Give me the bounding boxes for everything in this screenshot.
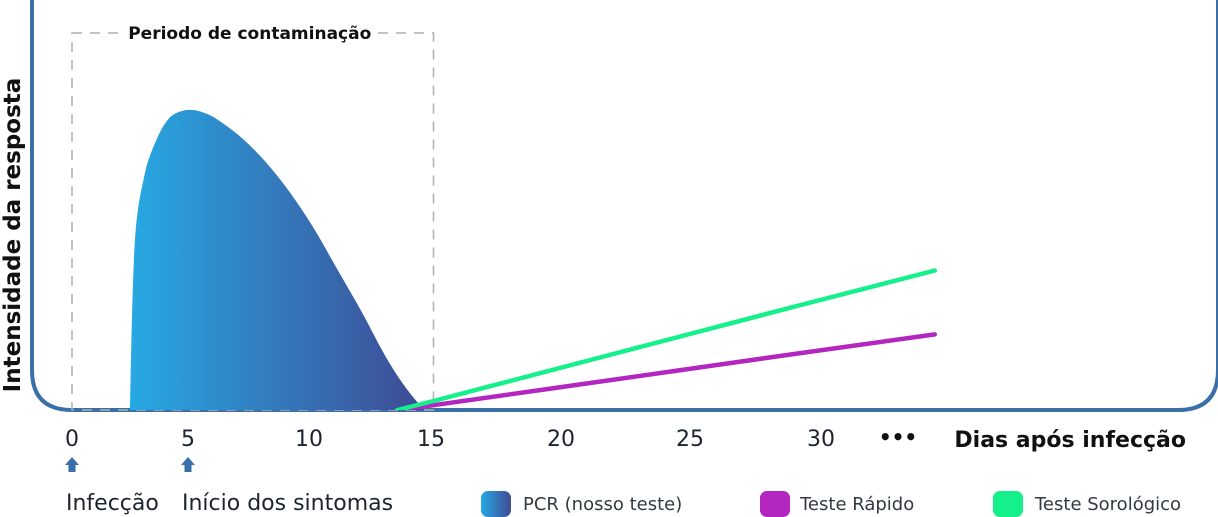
markers: Infecção Início dos sintomas [65, 457, 393, 516]
legend: PCR (nosso teste) Teste Rápido Teste Sorol… [481, 491, 1181, 517]
legend-label-sorologico: Teste Sorológico [1034, 494, 1181, 515]
legend-swatch-pcr [481, 491, 511, 517]
x-ticks: 0 5 10 15 20 25 30 [65, 427, 835, 452]
plot-frame [30, 0, 1218, 412]
x-tick-label: 30 [807, 427, 835, 452]
series-layer [129, 109, 938, 410]
series-line-sorologico [395, 268, 938, 410]
x-axis-label: Dias após infecção [954, 428, 1186, 453]
marker-label: Infecção [66, 491, 159, 516]
series-line-rapido [395, 332, 938, 410]
x-tick-label: 25 [676, 427, 704, 452]
legend-swatch-sorologico [993, 491, 1023, 517]
legend-swatch-rapido [760, 491, 790, 517]
marker-arrow-icon [181, 457, 195, 472]
series-pcr-area [129, 109, 424, 410]
x-tick-label: 5 [181, 427, 195, 452]
period-label-bg [123, 20, 376, 46]
marker-label: Início dos sintomas [182, 491, 393, 516]
x-tick-label: 0 [65, 427, 79, 452]
marker-arrow-icon [65, 457, 79, 472]
x-tick-label: 15 [417, 427, 445, 452]
x-axis-ellipsis: ••• [879, 425, 917, 449]
x-tick-label: 20 [547, 427, 575, 452]
y-axis-label: Intensidade da resposta [0, 78, 26, 393]
legend-label-rapido: Teste Rápido [799, 494, 914, 515]
legend-label-pcr: PCR (nosso teste) [523, 494, 682, 515]
x-tick-label: 10 [295, 427, 323, 452]
period-label: Periodo de contaminação [128, 24, 371, 44]
